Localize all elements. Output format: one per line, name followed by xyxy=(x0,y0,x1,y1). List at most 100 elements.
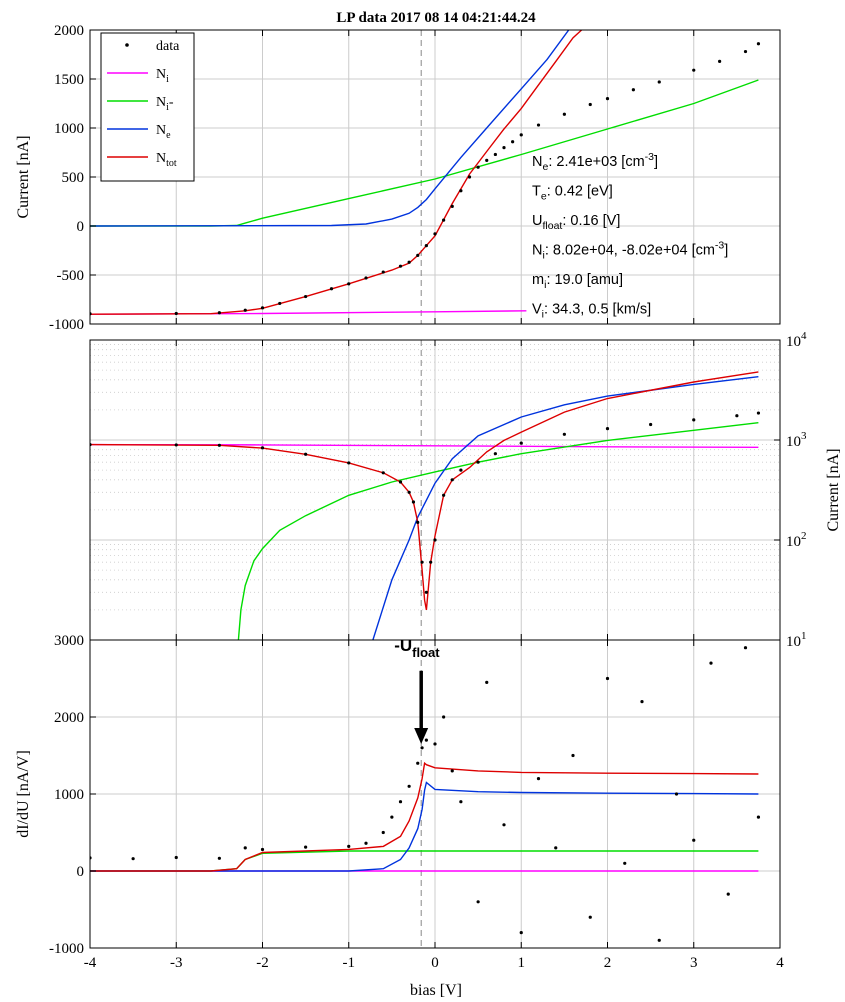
data-point xyxy=(511,140,515,144)
data-point xyxy=(502,823,506,827)
y-tick-label: 0 xyxy=(77,219,85,235)
data-point xyxy=(657,80,661,84)
data-point xyxy=(364,841,368,845)
data-point xyxy=(347,844,351,848)
data-point xyxy=(692,418,696,422)
legend-label: data xyxy=(156,39,180,54)
y-axis-label: Current [nA] xyxy=(825,448,842,531)
data-point xyxy=(605,427,610,431)
y-tick-label: 102 xyxy=(786,530,807,550)
data-point xyxy=(649,422,653,427)
x-tick-label: 3 xyxy=(690,955,698,971)
data-point xyxy=(243,308,247,312)
y-tick-label: -1000 xyxy=(49,941,84,957)
data-point xyxy=(433,232,437,236)
data-point xyxy=(735,414,739,418)
data-point xyxy=(485,680,489,684)
data-point xyxy=(407,490,411,494)
data-point xyxy=(726,892,730,896)
fit-parameters: Ne: 2.41e+03 [cm-3] Te: 0.42 [eV] Ufloat: … xyxy=(532,151,728,321)
y-tick-label: 103 xyxy=(786,430,807,450)
data-point xyxy=(217,311,221,315)
data-point xyxy=(743,49,748,54)
y-tick-label: 2000 xyxy=(54,710,84,726)
x-tick-label: -1 xyxy=(343,955,356,971)
y-tick-label: 1500 xyxy=(54,72,84,88)
data-point xyxy=(217,856,221,860)
data-point xyxy=(756,411,761,415)
y-axis-label: Current [nA] xyxy=(15,135,32,218)
data-point xyxy=(424,244,428,248)
legend-label: Ni- xyxy=(156,95,174,113)
data-point xyxy=(519,441,523,445)
data-point xyxy=(381,830,385,835)
x-tick-label: 0 xyxy=(431,955,439,971)
data-point xyxy=(260,446,265,450)
fit-param: mi: 19.0 [amu] xyxy=(532,272,623,291)
series-line-Ntot xyxy=(90,30,583,315)
data-point xyxy=(459,800,463,804)
data-point xyxy=(756,815,761,819)
data-point xyxy=(424,738,428,742)
data-point xyxy=(562,432,566,436)
fit-param: Ufloat: 0.16 [V] xyxy=(532,213,620,232)
y-axis-label: dI/dU [nA/V] xyxy=(15,750,32,838)
series-line-Ntot xyxy=(90,371,759,611)
data-point xyxy=(364,276,368,280)
data-point xyxy=(756,42,761,46)
data-point xyxy=(442,715,446,719)
y-tick-label: 2000 xyxy=(54,23,84,39)
legend-label: Ni xyxy=(156,67,169,85)
data-point xyxy=(174,443,178,447)
data-point xyxy=(304,294,308,299)
data-point xyxy=(519,133,523,137)
data-point xyxy=(243,846,247,850)
fit-param: Vi: 34.3, 0.5 [km/s] xyxy=(532,302,651,321)
fit-param: Ne: 2.41e+03 [cm-3] xyxy=(532,151,658,173)
data-point xyxy=(450,769,454,773)
series-line-Ntot xyxy=(90,761,759,872)
legend-item-Ni: Ni xyxy=(107,67,169,85)
data-point xyxy=(562,112,566,116)
data-point xyxy=(692,838,696,842)
data-point xyxy=(459,468,463,472)
data-point xyxy=(493,452,497,456)
series-line-Ne xyxy=(372,376,759,640)
x-tick-label: -2 xyxy=(256,955,269,971)
data-point xyxy=(131,857,135,861)
data-point xyxy=(450,478,454,482)
series-line-Ne xyxy=(90,781,759,872)
ufloat-annotation: -Ufloat xyxy=(394,636,440,744)
data-point xyxy=(459,189,463,193)
data-point xyxy=(347,461,351,465)
series-group xyxy=(90,30,761,316)
data-point xyxy=(390,815,394,819)
y-tick-label: 500 xyxy=(62,170,85,186)
legend-label: Ntot xyxy=(156,151,177,169)
legend-item-data: data xyxy=(125,39,180,54)
data-point xyxy=(407,784,411,788)
y-tick-label: 3000 xyxy=(54,633,84,649)
data-point xyxy=(657,938,661,942)
legend-box xyxy=(100,32,195,182)
x-axis-label: bias [V] xyxy=(410,982,462,999)
data-point xyxy=(174,311,178,316)
series-line-Ne xyxy=(90,30,570,227)
data-point xyxy=(623,861,627,865)
data-point xyxy=(420,560,424,564)
data-point xyxy=(411,500,416,504)
series-line-Ni_minus xyxy=(237,422,759,640)
series-group xyxy=(90,646,761,942)
x-tick-label: -3 xyxy=(170,955,183,971)
data-point xyxy=(718,59,722,63)
legend-item-Ntot: Ntot xyxy=(107,151,177,169)
y-tick-label: 1000 xyxy=(54,787,84,803)
data-point xyxy=(476,900,480,904)
data-point xyxy=(743,646,748,650)
data-point xyxy=(450,204,454,208)
x-tick-label: -4 xyxy=(84,955,97,971)
data-point xyxy=(278,301,282,306)
data-point xyxy=(467,175,472,179)
data-point xyxy=(304,845,308,849)
legend-item-Ne: Ne xyxy=(107,123,171,141)
